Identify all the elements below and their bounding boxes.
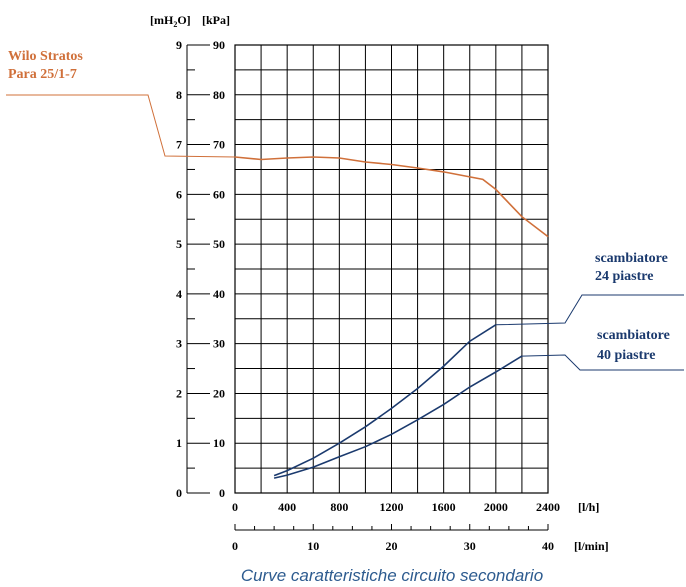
x-tick-label-lmin: 30: [464, 539, 476, 553]
grid: [235, 45, 548, 493]
unit-kpa: [kPa]: [202, 13, 230, 27]
y-tick-label-mh2o: 0: [176, 486, 182, 500]
series-label-40-line2: 40 piastre: [597, 348, 655, 363]
y-tick-label-mh2o: 6: [176, 187, 182, 201]
series-label-pump-line1: Wilo Stratos: [8, 49, 83, 64]
plot-frame: [234, 44, 549, 494]
y-tick-label-kpa: 20: [213, 386, 225, 400]
y-tick-label-mh2o: 9: [176, 38, 182, 52]
labels: Wilo Stratos Para 25/1-7 scambiatore 24 pia…: [6, 49, 684, 371]
y-tick-label-mh2o: 2: [176, 386, 182, 400]
x-tick-label-lh: 400: [278, 500, 296, 514]
y-tick-label-kpa: 30: [213, 337, 225, 351]
unit-mh2o: [mH2O]: [150, 13, 191, 29]
axes: [186, 44, 549, 531]
leader-line-40: [521, 354, 684, 371]
chart-caption: Curve caratteristiche circuito secondari…: [241, 566, 543, 585]
y-tick-label-mh2o: 1: [176, 436, 182, 450]
series-label-24-line1: scambiatore: [595, 251, 668, 266]
series: [234, 156, 549, 479]
series-label-pump-line2: Para 25/1-7: [8, 67, 77, 82]
y-tick-label-mh2o: 8: [176, 88, 182, 102]
y-tick-label-mh2o: 4: [176, 287, 182, 301]
series-label-24-line2: 24 piastre: [595, 269, 653, 284]
series-label-40-line1: scambiatore: [597, 328, 670, 343]
y-tick-label-kpa: 60: [213, 187, 225, 201]
y-tick-label-kpa: 90: [213, 38, 225, 52]
x-tick-label-lmin: 0: [232, 539, 238, 553]
y-tick-label-kpa: 0: [219, 486, 225, 500]
y-tick-label-mh2o: 5: [176, 237, 182, 251]
y-tick-label-kpa: 70: [213, 138, 225, 152]
y-tick-label-mh2o: 3: [176, 337, 182, 351]
series-line-3: [273, 355, 523, 479]
x-tick-label-lh: 2000: [484, 500, 508, 514]
x-tick-label-lh: 1200: [380, 500, 404, 514]
series-line-2: [273, 324, 497, 477]
y-tick-label-kpa: 40: [213, 287, 225, 301]
x-tick-label-lmin: 10: [307, 539, 319, 553]
leader-line-pump: [6, 94, 236, 158]
y-tick-label-kpa: 80: [213, 88, 225, 102]
y-tick-label-kpa: 10: [213, 436, 225, 450]
x-tick-label-lh: 0: [232, 500, 238, 514]
series-line-1: [234, 156, 549, 238]
x-unit-lh: [l/h]: [578, 500, 599, 514]
x-tick-label-lmin: 40: [542, 539, 554, 553]
x-tick-label-lh: 800: [330, 500, 348, 514]
leader-line-24: [495, 294, 684, 326]
y-tick-label-mh2o: 7: [176, 138, 182, 152]
x-tick-label-lmin: 20: [386, 539, 398, 553]
x-unit-lmin: [l/min]: [574, 539, 609, 553]
y-tick-label-kpa: 50: [213, 237, 225, 251]
x-tick-label-lh: 1600: [432, 500, 456, 514]
x-tick-label-lh: 2400: [536, 500, 560, 514]
